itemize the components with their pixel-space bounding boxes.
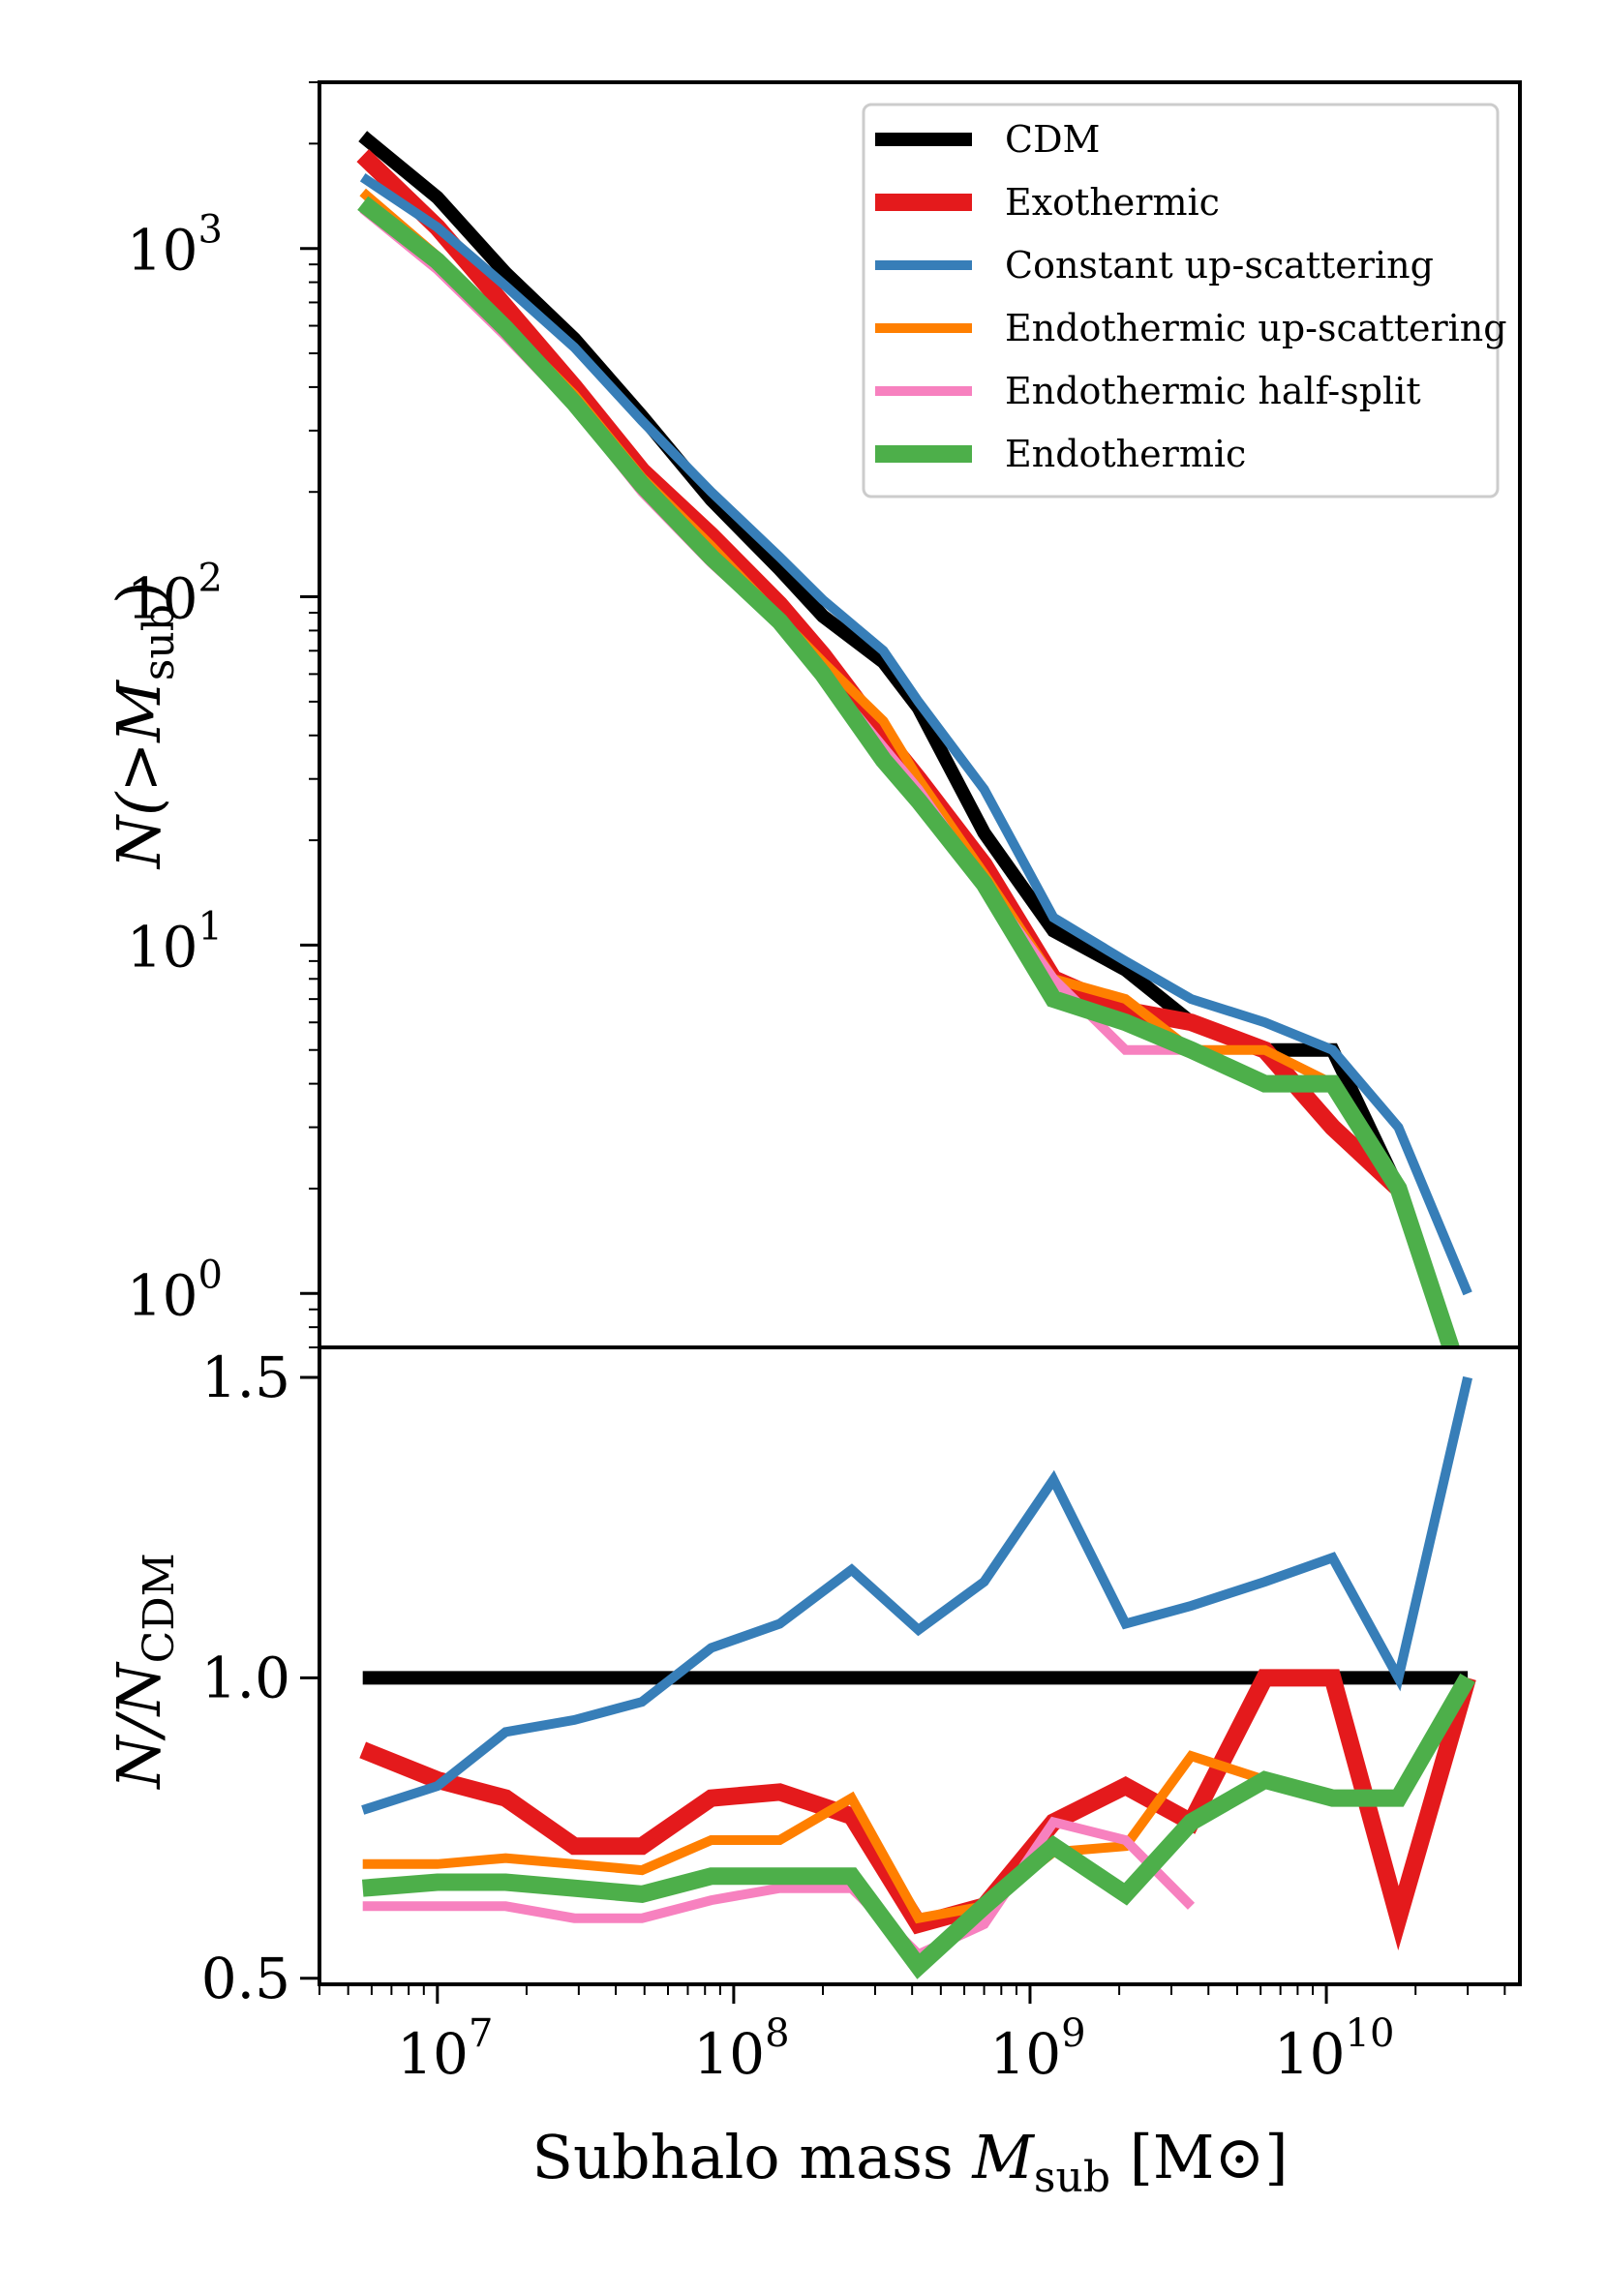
- legend-label-cdm: CDM: [1005, 118, 1100, 161]
- bottom-y-ticks: 0.5 1.0 1.5: [201, 1344, 319, 2011]
- bottom-series-exothermic: [359, 1669, 1476, 1950]
- top-series-endothermic: [357, 196, 1461, 1347]
- bottom-series-constant-up-scattering: [361, 1375, 1472, 1815]
- bottom-series-endothermic: [361, 1673, 1475, 1979]
- top-panel: 100 101 102 103 N(>Msub) CDM Exothermic Const…: [104, 80, 1522, 1349]
- top-y-tick-label: 101: [127, 904, 223, 980]
- x-axis-label: Subhalo mass Msub [M⊙]: [531, 2122, 1288, 2202]
- top-y-tick-label: 102: [127, 557, 223, 632]
- legend: CDM Exothermic Constant up-scattering Endot…: [862, 103, 1507, 498]
- legend-label-exothermic: Exothermic: [1005, 181, 1220, 224]
- legend-label-endothermic-up-scattering: Endothermic up-scattering: [1005, 307, 1507, 349]
- top-y-tick-label: 103: [127, 208, 223, 284]
- top-series-exothermic: [356, 149, 1405, 1195]
- bottom-y-tick-label: 1.0: [201, 1645, 290, 1710]
- top-y-tick-label: 100: [127, 1253, 223, 1328]
- bottom-y-axis-label: N/NCDM: [104, 1553, 184, 1790]
- top-y-axis-label: N(>Msub): [104, 581, 184, 870]
- bottom-y-tick-label: 1.5: [201, 1344, 290, 1410]
- top-series-group: [356, 131, 1472, 1347]
- bottom-series-endothermic-up-scattering: [362, 1750, 1267, 1924]
- bottom-series-endothermic-half-split: [362, 1816, 1196, 1960]
- legend-label-constant-up-scattering: Constant up-scattering: [1005, 244, 1434, 287]
- bottom-panel: 0.5 1.0 1.5 107 108 109 1010 N/NCDM Subhalo m…: [104, 1344, 1522, 2202]
- bottom-series-group: [359, 1375, 1476, 1979]
- top-y-ticks: 100 101 102 103: [127, 81, 319, 1348]
- x-tick-label: 108: [693, 2011, 789, 2087]
- bottom-panel-frame: [318, 1345, 1522, 1986]
- x-tick-label: 1010: [1274, 2011, 1395, 2087]
- legend-label-endothermic-half-split: Endothermic half-split: [1005, 370, 1421, 412]
- bottom-y-tick-label: 0.5: [201, 1946, 290, 2011]
- legend-label-endothermic: Endothermic: [1005, 433, 1246, 475]
- x-axis-ticks: 107 108 109 1010: [319, 1984, 1506, 2087]
- legend-box: [862, 103, 1500, 498]
- top-series-constant-up-scattering: [359, 173, 1472, 1296]
- x-tick-label: 107: [397, 2011, 493, 2087]
- x-tick-label: 109: [989, 2011, 1085, 2087]
